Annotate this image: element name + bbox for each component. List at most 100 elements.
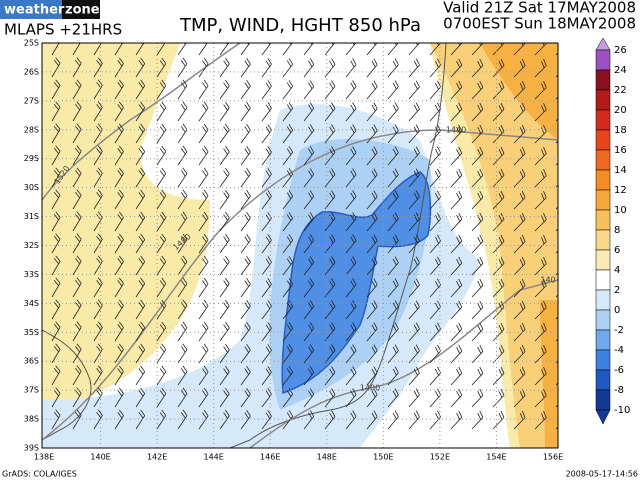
wind-barb bbox=[93, 409, 103, 430]
wind-barb bbox=[324, 168, 336, 188]
wind-barb bbox=[219, 101, 230, 122]
wind-barb bbox=[240, 255, 251, 276]
colorbar-label: 0 bbox=[614, 305, 620, 316]
wind-barb bbox=[471, 168, 484, 188]
wind-barb bbox=[261, 168, 272, 188]
colorbar-label: 8 bbox=[614, 225, 620, 236]
wind-barb bbox=[303, 322, 315, 342]
wind-barb bbox=[135, 255, 146, 276]
wind-barb bbox=[135, 145, 146, 166]
wind-barb bbox=[261, 388, 272, 408]
wind-barb bbox=[93, 57, 103, 78]
wind-barb bbox=[156, 277, 167, 298]
wind-barb bbox=[366, 146, 378, 166]
wind-barb bbox=[450, 278, 463, 298]
wind-barb bbox=[303, 80, 315, 100]
wind-barb bbox=[471, 278, 484, 298]
colorbar-cell bbox=[595, 269, 611, 291]
wind-barb bbox=[198, 57, 209, 78]
wind-barb bbox=[345, 190, 357, 210]
wind-barb bbox=[261, 256, 272, 276]
wind-barb bbox=[492, 190, 505, 210]
wind-barb bbox=[219, 387, 230, 408]
wind-barb bbox=[324, 410, 336, 430]
wind-barb bbox=[387, 102, 399, 122]
colorbar-label: 24 bbox=[614, 65, 627, 76]
wind-barb bbox=[156, 387, 167, 408]
wind-barb bbox=[492, 80, 505, 100]
longitude-label: 152E bbox=[430, 453, 450, 462]
wind-barb bbox=[282, 212, 294, 232]
wind-barb bbox=[240, 409, 251, 430]
wind-barb bbox=[261, 234, 272, 254]
colorbar-cell bbox=[595, 369, 611, 391]
wind-barb bbox=[51, 79, 61, 100]
wind-barb bbox=[492, 278, 505, 298]
wind-barb bbox=[408, 388, 420, 408]
wind-barb bbox=[51, 145, 61, 166]
colorbar-cell bbox=[595, 409, 611, 425]
colorbar-label: 26 bbox=[614, 45, 627, 56]
colorbar-label: -6 bbox=[614, 365, 624, 376]
wind-barb bbox=[303, 190, 315, 210]
wind-barb bbox=[72, 189, 82, 210]
wind-barb bbox=[534, 125, 547, 144]
colorbar-cell bbox=[595, 149, 611, 171]
wind-barb bbox=[513, 102, 526, 122]
wind-barb bbox=[198, 123, 209, 144]
wind-barb bbox=[177, 57, 188, 78]
wind-barb bbox=[303, 234, 315, 254]
wind-barb bbox=[324, 190, 336, 210]
wind-barb bbox=[492, 124, 505, 144]
wind-barb bbox=[240, 387, 251, 408]
wind-barb bbox=[282, 168, 294, 188]
wind-barb bbox=[282, 190, 294, 210]
wind-barb bbox=[261, 278, 272, 298]
wind-barb bbox=[366, 102, 378, 122]
wind-barb bbox=[408, 168, 420, 188]
colorbar-cell bbox=[595, 229, 611, 251]
wind-barb bbox=[513, 300, 526, 320]
wind-barb bbox=[219, 343, 230, 364]
wind-barb bbox=[471, 234, 484, 254]
wind-barb bbox=[51, 167, 61, 188]
wind-barb bbox=[471, 344, 484, 364]
wind-barb bbox=[513, 278, 526, 298]
wind-barb bbox=[156, 189, 167, 210]
wind-barb bbox=[114, 387, 124, 408]
wind-barb bbox=[303, 388, 315, 408]
wind-barb bbox=[366, 234, 378, 254]
colorbar-label: -8 bbox=[614, 385, 624, 396]
wind-barb bbox=[135, 189, 146, 210]
wind-barb bbox=[534, 235, 547, 254]
wind-barb bbox=[534, 169, 547, 188]
wind-barb bbox=[387, 80, 399, 100]
wind-barb bbox=[282, 278, 294, 298]
wind-barb bbox=[219, 57, 230, 78]
wind-barb bbox=[366, 58, 378, 78]
wind-barb bbox=[72, 299, 82, 320]
colorbar-label: 10 bbox=[614, 205, 627, 216]
wind-barb bbox=[261, 366, 272, 386]
latitude-label: 39S bbox=[24, 444, 39, 453]
wind-barb bbox=[534, 59, 547, 78]
wind-barb bbox=[282, 43, 293, 56]
wind-barb bbox=[72, 101, 82, 122]
wind-barb bbox=[366, 43, 378, 56]
timestamp: 2008-05-17-14:56 bbox=[566, 470, 638, 479]
wind-barb bbox=[366, 256, 378, 276]
wind-barb bbox=[513, 80, 526, 100]
wind-barb bbox=[534, 257, 547, 276]
wind-barb bbox=[114, 343, 124, 364]
contour-label: 1440 bbox=[446, 126, 466, 135]
wind-barb bbox=[156, 167, 167, 188]
wind-barb bbox=[345, 168, 357, 188]
wind-barb bbox=[429, 80, 441, 100]
wind-barb bbox=[135, 101, 146, 122]
wind-barb bbox=[198, 365, 209, 386]
wind-barb bbox=[282, 58, 294, 78]
wind-barb bbox=[135, 299, 146, 320]
latitude-label: 29S bbox=[24, 154, 39, 163]
colorbar-cell bbox=[595, 169, 611, 191]
